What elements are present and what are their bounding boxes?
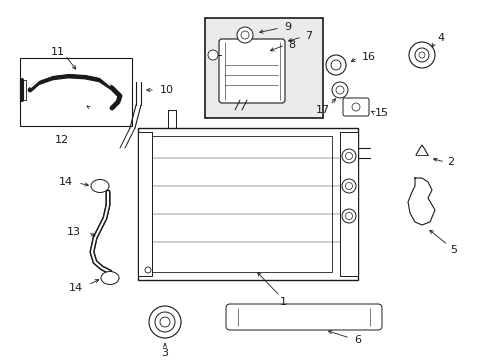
Text: 1: 1	[279, 297, 286, 307]
Bar	[138, 132, 152, 276]
Circle shape	[335, 86, 343, 94]
Bar	[20, 58, 132, 126]
Text: 10: 10	[160, 85, 174, 95]
Circle shape	[241, 31, 248, 39]
Text: 9: 9	[284, 22, 291, 32]
Bar	[138, 128, 357, 280]
Text: 14: 14	[69, 283, 83, 293]
Bar	[339, 132, 357, 276]
Circle shape	[330, 60, 340, 70]
Circle shape	[341, 149, 355, 163]
Ellipse shape	[101, 271, 119, 284]
Text: 8: 8	[288, 40, 295, 50]
Text: 16: 16	[361, 52, 375, 62]
Circle shape	[145, 267, 151, 273]
Circle shape	[341, 209, 355, 223]
Text: 13: 13	[67, 227, 81, 237]
Text: 14: 14	[59, 177, 73, 187]
FancyBboxPatch shape	[219, 39, 285, 103]
Circle shape	[408, 42, 434, 68]
Bar	[204, 18, 323, 118]
Circle shape	[325, 55, 346, 75]
Text: 17: 17	[315, 105, 329, 115]
Circle shape	[345, 183, 352, 189]
Text: 12: 12	[55, 135, 69, 145]
Circle shape	[237, 27, 252, 43]
FancyBboxPatch shape	[225, 304, 381, 330]
Circle shape	[414, 48, 428, 62]
Text: 2: 2	[447, 157, 454, 167]
Bar	[146, 136, 331, 272]
Text: 7: 7	[305, 31, 312, 41]
Circle shape	[207, 50, 218, 60]
Text: 5: 5	[449, 245, 457, 255]
Text: 4: 4	[437, 33, 444, 43]
Circle shape	[149, 306, 181, 338]
Circle shape	[341, 179, 355, 193]
Circle shape	[155, 312, 175, 332]
Text: 15: 15	[374, 108, 388, 118]
Text: 6: 6	[354, 335, 361, 345]
Text: 11: 11	[51, 47, 65, 57]
Circle shape	[351, 103, 359, 111]
Circle shape	[345, 212, 352, 220]
Circle shape	[331, 82, 347, 98]
FancyBboxPatch shape	[342, 98, 368, 116]
Circle shape	[345, 153, 352, 159]
Text: 3: 3	[161, 348, 168, 358]
Ellipse shape	[91, 180, 109, 193]
Circle shape	[418, 52, 424, 58]
Circle shape	[160, 317, 170, 327]
